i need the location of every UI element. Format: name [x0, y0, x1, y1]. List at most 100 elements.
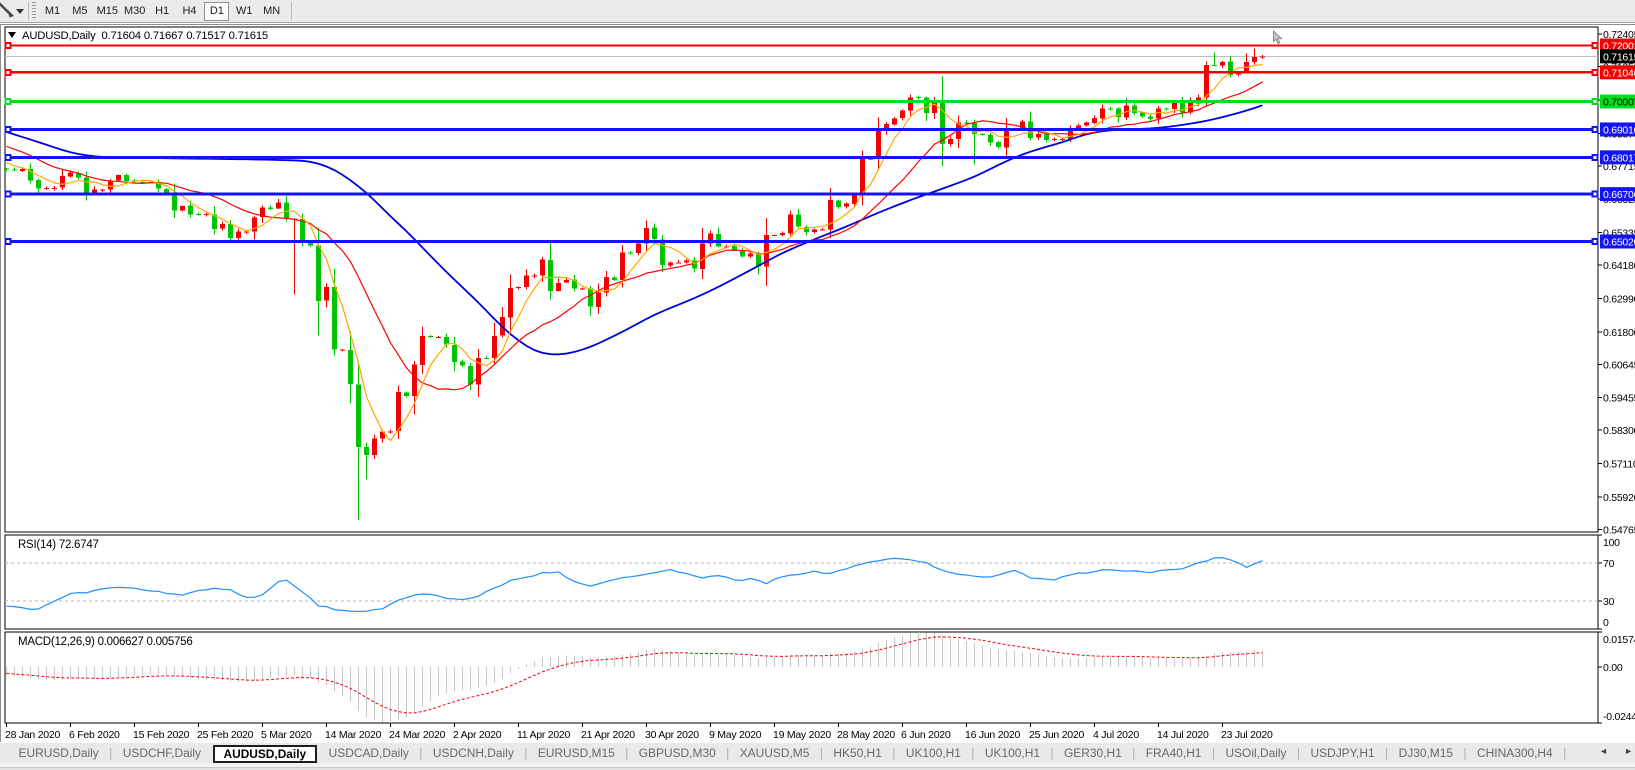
chart-tab-usdcnh-daily[interactable]: USDCNH,Daily — [432, 746, 514, 760]
hline-price-label: 0.71046 — [1603, 67, 1635, 79]
line-tool-dropdown-icon[interactable] — [16, 9, 24, 14]
macd-scale-label: 0.00 — [1603, 662, 1623, 674]
timeframe-toolbar: M1 M5 M15 M30 H1 H4 D1 W1 MN — [0, 0, 1635, 22]
line-tool-icon[interactable] — [0, 0, 26, 22]
time-axis-label: 30 Apr 2020 — [645, 729, 699, 741]
tab-separator: | — [726, 747, 730, 760]
chart-tab-eurusd-daily[interactable]: EURUSD,Daily — [18, 746, 99, 760]
toolbar-grip-handle[interactable] — [32, 2, 36, 20]
time-axis-label: 6 Feb 2020 — [69, 729, 120, 741]
chart-tab-china300-h4[interactable]: CHINA300,H4 — [1477, 746, 1553, 760]
tab-separator: | — [1132, 747, 1136, 760]
time-axis-label: 21 Apr 2020 — [581, 729, 635, 741]
chart-tab-usdcad-daily[interactable]: USDCAD,Daily — [328, 746, 409, 760]
chart-tab-eurusd-m15[interactable]: EURUSD,M15 — [537, 746, 615, 760]
chart-tab-xauusd-m5[interactable]: XAUUSD,M5 — [739, 746, 810, 760]
candles-layer — [4, 48, 1265, 520]
chart-tab-usdchf-daily[interactable]: USDCHF,Daily — [122, 746, 202, 760]
timeframe-button-w1[interactable]: W1 — [236, 5, 253, 17]
time-axis: 28 Jan 2020 6 Feb 2020 15 Feb 2020 25 Feb 2… — [5, 723, 1273, 741]
tab-separator: | — [1463, 747, 1467, 760]
chart-tabs: EURUSD,Daily | USDCHF,Daily AUDUSD,Daily USD… — [8, 744, 1566, 763]
current-price-label: 0.71615 — [1600, 49, 1635, 64]
time-axis-label: 16 Jun 2020 — [965, 729, 1020, 741]
timeframe-button-d1[interactable]: D1 — [204, 2, 230, 21]
time-axis-label: 2 Apr 2020 — [453, 729, 502, 741]
hline-0.65020[interactable] — [4, 237, 1599, 245]
tab-separator: | — [971, 747, 975, 760]
hline-0.72001[interactable] — [4, 41, 1599, 49]
rsi-pane — [5, 557, 1598, 613]
hline-0.66706[interactable] — [4, 190, 1599, 198]
toolbar-separator-2 — [291, 2, 292, 20]
chart-tab-hk50-h1[interactable]: HK50,H1 — [833, 746, 882, 760]
time-axis-label: 15 Feb 2020 — [133, 729, 190, 741]
rsi-scale-label: 30 — [1603, 596, 1615, 608]
tab-separator: | — [1211, 747, 1215, 760]
price-scale-label: 0.60645 — [1603, 359, 1635, 371]
timeframe-button-m1[interactable]: M1 — [44, 5, 61, 17]
macd-scale-label: 0.015741 — [1603, 634, 1635, 646]
time-axis-label: 19 May 2020 — [773, 729, 831, 741]
macd-pane — [6, 632, 1263, 723]
rsi-axis: 100 70 30 0 — [1598, 534, 1620, 630]
pane-frames — [4, 26, 1599, 724]
chart-tab-usoil-daily[interactable]: USOil,Daily — [1225, 746, 1287, 760]
time-axis-label: 9 May 2020 — [709, 729, 762, 741]
tabbar-lower-strip — [0, 763, 1635, 767]
time-axis-label: 11 Apr 2020 — [517, 729, 571, 741]
tab-separator: | — [109, 747, 113, 760]
timeframe-button-m30[interactable]: M30 — [123, 5, 146, 17]
price-axis: 0.724050.712500.700600.688700.677150.665… — [1598, 29, 1635, 536]
hline-price-label: 0.70007 — [1603, 96, 1635, 108]
tabbar-border — [0, 767, 1635, 768]
tab-separator: | — [625, 747, 629, 760]
hline-0.71046[interactable] — [4, 68, 1599, 76]
chart-ohlc-values: 0.71604 0.71667 0.71517 0.71615 — [101, 30, 269, 42]
time-axis-label: 5 Mar 2020 — [261, 729, 312, 741]
chart-symbol-period: AUDUSD,Daily — [22, 30, 96, 42]
rsi-scale-label: 70 — [1603, 558, 1615, 570]
chart-tab-uk100-h1[interactable]: UK100,H1 — [905, 746, 961, 760]
timeframe-button-mn[interactable]: MN — [263, 5, 281, 17]
ma-slow-line — [6, 104, 1263, 356]
tab-separator: | — [819, 747, 823, 760]
tab-separator: | — [524, 747, 528, 760]
timeframe-button-h1[interactable]: H1 — [155, 5, 170, 17]
time-axis-label: 25 Jun 2020 — [1029, 729, 1084, 741]
chart-tab-uk100-h1[interactable]: UK100,H1 — [984, 746, 1040, 760]
macd-scale-label: -0.024416 — [1603, 711, 1635, 723]
chart-tab-usdjpy-h1[interactable]: USDJPY,H1 — [1310, 746, 1375, 760]
time-axis-label: 14 Jul 2020 — [1157, 729, 1209, 741]
mouse-cursor-icon — [1273, 29, 1283, 45]
tab-scroll-left-icon[interactable]: ◄ — [1599, 746, 1608, 756]
chart-title-collapse-icon[interactable] — [8, 32, 16, 38]
timeframe-button-m5[interactable]: M5 — [72, 5, 88, 17]
macd-indicator-label: MACD(12,26,9) 0.006627 0.005756 — [18, 636, 192, 648]
timeframe-button-m15[interactable]: M15 — [96, 5, 118, 17]
timeframe-button-h4[interactable]: H4 — [182, 5, 197, 17]
price-scale-label: 0.57110 — [1603, 459, 1635, 471]
current-price-value: 0.71615 — [1603, 51, 1635, 63]
ma-fast-line — [6, 63, 1263, 442]
chart-tab-gbpusd-m30[interactable]: GBPUSD,M30 — [638, 746, 716, 760]
chart-tab-ger30-h1[interactable]: GER30,H1 — [1063, 746, 1122, 760]
price-scale-label: 0.72405 — [1603, 29, 1635, 41]
hline-0.70007[interactable] — [4, 97, 1599, 105]
time-axis-label: 4 Jul 2020 — [1093, 729, 1139, 741]
chart-tab-dj30-m15[interactable]: DJ30,M15 — [1398, 746, 1454, 760]
chart-tab-fra40-h1[interactable]: FRA40,H1 — [1145, 746, 1202, 760]
tab-scroll-right-icon[interactable]: ► — [1624, 746, 1633, 756]
chart-title: AUDUSD,Daily 0.71604 0.71667 0.71517 0.7… — [22, 30, 268, 42]
hline-0.68017[interactable] — [4, 153, 1599, 161]
chart-tab-audusd-daily[interactable]: AUDUSD,Daily — [212, 744, 318, 763]
time-axis-label: 23 Jul 2020 — [1221, 729, 1273, 741]
tab-separator: | — [419, 747, 423, 760]
hline-0.69010[interactable] — [4, 125, 1599, 133]
time-axis-label: 25 Feb 2020 — [197, 729, 254, 741]
